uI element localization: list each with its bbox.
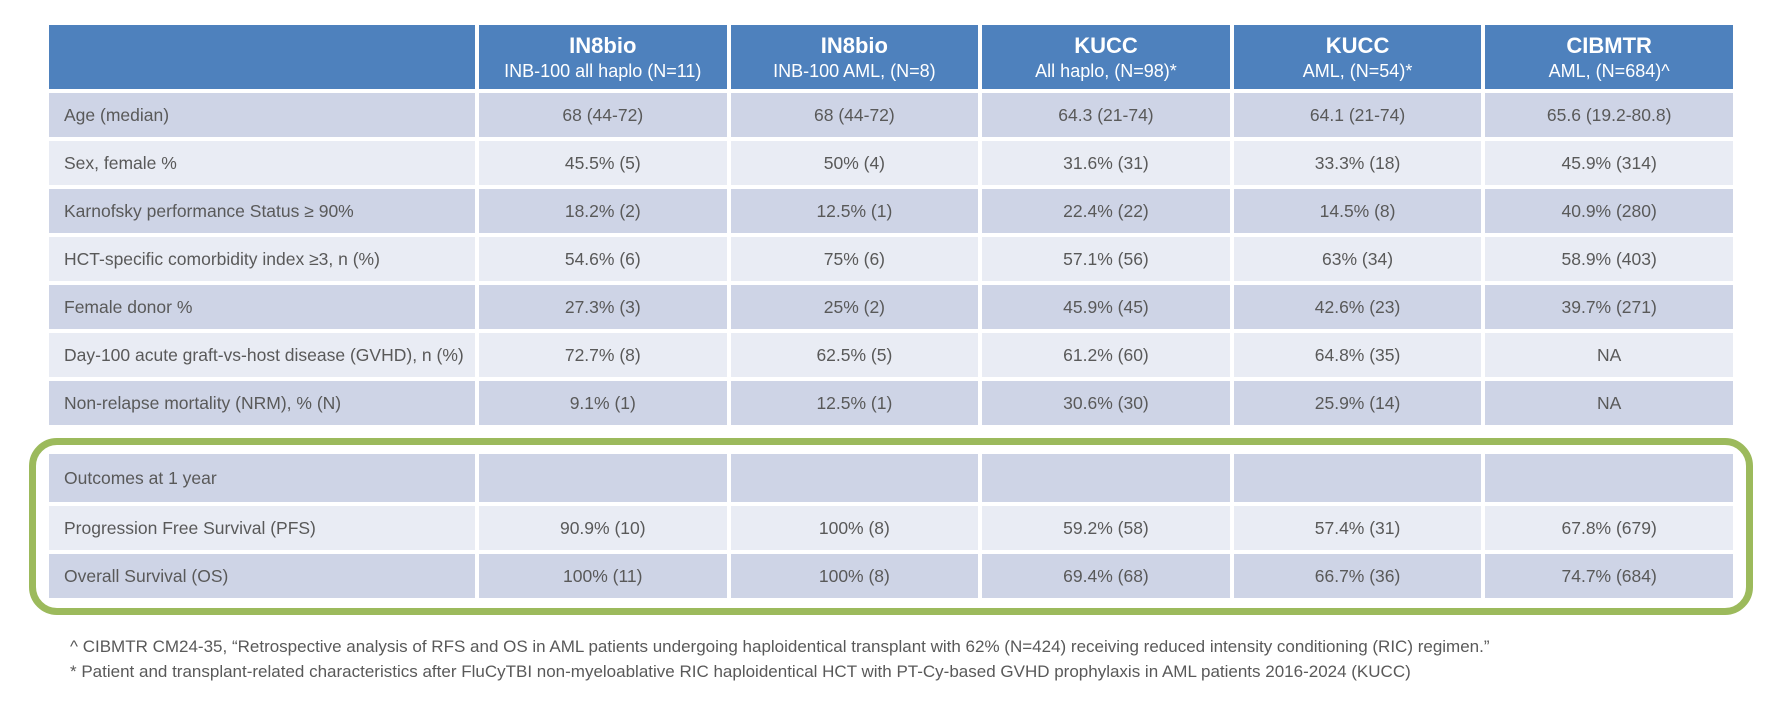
column-subtitle: All haplo, (N=98)* — [1035, 60, 1177, 81]
row-label: Age (median) — [49, 93, 475, 137]
table-row-sex-female: Sex, female % 45.5% (5) 50% (4) 31.6% (3… — [49, 141, 1733, 185]
column-title: KUCC — [1074, 33, 1138, 58]
cell-value: NA — [1485, 381, 1733, 425]
table-row-age: Age (median) 68 (44-72) 68 (44-72) 64.3 … — [49, 93, 1733, 137]
cell-value: 57.4% (31) — [1233, 506, 1482, 550]
row-label: Non-relapse mortality (NRM), % (N) — [49, 381, 475, 425]
row-label: Day-100 acute graft-vs-host disease (GVH… — [49, 333, 475, 377]
comparison-table-wrap: IN8bio INB-100 all haplo (N=11) IN8bio I… — [29, 21, 1753, 684]
cell-value: 72.7% (8) — [478, 333, 727, 377]
cell-value: 62.5% (5) — [730, 333, 979, 377]
cell-value: 90.9% (10) — [478, 506, 727, 550]
footnotes: ^ CIBMTR CM24-35, “Retrospective analysi… — [45, 635, 1737, 684]
table-row-karnofsky: Karnofsky performance Status ≥ 90% 18.2%… — [49, 189, 1733, 233]
row-label: Progression Free Survival (PFS) — [49, 506, 475, 550]
cell-value: 45.9% (314) — [1485, 141, 1733, 185]
cell-value: 14.5% (8) — [1233, 189, 1482, 233]
row-label: Karnofsky performance Status ≥ 90% — [49, 189, 475, 233]
column-subtitle: AML, (N=54)* — [1302, 60, 1413, 81]
row-label: HCT-specific comorbidity index ≥3, n (%) — [49, 237, 475, 281]
column-title: IN8bio — [569, 33, 637, 58]
cell-value: 100% (8) — [730, 554, 979, 598]
table-row-gvhd: Day-100 acute graft-vs-host disease (GVH… — [49, 333, 1733, 377]
cell-value: 100% (8) — [730, 506, 979, 550]
cell-value: 40.9% (280) — [1485, 189, 1733, 233]
column-title: IN8bio — [820, 33, 888, 58]
cell-empty — [730, 454, 979, 502]
cell-value: 25.9% (14) — [1233, 381, 1482, 425]
row-label: Female donor % — [49, 285, 475, 329]
cell-value: 25% (2) — [730, 285, 979, 329]
header-in8bio-aml: IN8bio INB-100 AML, (N=8) — [730, 25, 979, 89]
cell-value: 33.3% (18) — [1233, 141, 1482, 185]
column-subtitle: INB-100 all haplo (N=11) — [504, 60, 702, 81]
column-title: CIBMTR — [1566, 33, 1652, 58]
cell-value: 68 (44-72) — [730, 93, 979, 137]
table-row-outcomes-header: Outcomes at 1 year — [49, 454, 1733, 502]
comparison-table: IN8bio INB-100 all haplo (N=11) IN8bio I… — [45, 21, 1737, 429]
footnote-kucc: * Patient and transplant-related charact… — [70, 661, 1411, 681]
cell-value: 69.4% (68) — [982, 554, 1230, 598]
cell-value: 64.1 (21-74) — [1233, 93, 1482, 137]
cell-value: 30.6% (30) — [982, 381, 1230, 425]
cell-value: 64.3 (21-74) — [982, 93, 1230, 137]
section-header: Outcomes at 1 year — [49, 454, 475, 502]
cell-value: 57.1% (56) — [982, 237, 1230, 281]
cell-value: 58.9% (403) — [1485, 237, 1733, 281]
header-empty-cell — [49, 25, 475, 89]
cell-value: 54.6% (6) — [478, 237, 727, 281]
header-in8bio-all-haplo: IN8bio INB-100 all haplo (N=11) — [478, 25, 727, 89]
cell-value: 22.4% (22) — [982, 189, 1230, 233]
cell-value: 68 (44-72) — [478, 93, 727, 137]
row-label: Overall Survival (OS) — [49, 554, 475, 598]
cell-value: 75% (6) — [730, 237, 979, 281]
cell-value: 39.7% (271) — [1485, 285, 1733, 329]
cell-empty — [982, 454, 1230, 502]
cell-value: 27.3% (3) — [478, 285, 727, 329]
cell-empty — [1233, 454, 1482, 502]
footnote-cibmtr: ^ CIBMTR CM24-35, “Retrospective analysi… — [70, 637, 1490, 656]
cell-empty — [478, 454, 727, 502]
outcomes-table: Outcomes at 1 year Progression Free Surv… — [45, 450, 1737, 602]
cell-value: 100% (11) — [478, 554, 727, 598]
cell-value: 31.6% (31) — [982, 141, 1230, 185]
cell-value: 74.7% (684) — [1485, 554, 1733, 598]
column-title: KUCC — [1325, 33, 1390, 58]
column-subtitle: INB-100 AML, (N=8) — [773, 60, 936, 81]
cell-value: 18.2% (2) — [478, 189, 727, 233]
cell-value: 12.5% (1) — [730, 189, 979, 233]
cell-value: 12.5% (1) — [730, 381, 979, 425]
header-row: IN8bio INB-100 all haplo (N=11) IN8bio I… — [49, 25, 1733, 89]
header-kucc-aml: KUCC AML, (N=54)* — [1233, 25, 1482, 89]
outcomes-highlight-box: Outcomes at 1 year Progression Free Surv… — [29, 438, 1753, 615]
column-subtitle: AML, (N=684)^ — [1548, 60, 1670, 81]
table-row-os: Overall Survival (OS) 100% (11) 100% (8)… — [49, 554, 1733, 598]
cell-value: 45.9% (45) — [982, 285, 1230, 329]
cell-value: NA — [1485, 333, 1733, 377]
table-row-hct-comorbidity: HCT-specific comorbidity index ≥3, n (%)… — [49, 237, 1733, 281]
cell-value: 67.8% (679) — [1485, 506, 1733, 550]
cell-value: 66.7% (36) — [1233, 554, 1482, 598]
cell-value: 42.6% (23) — [1233, 285, 1482, 329]
cell-value: 63% (34) — [1233, 237, 1482, 281]
cell-value: 9.1% (1) — [478, 381, 727, 425]
table-row-nrm: Non-relapse mortality (NRM), % (N) 9.1% … — [49, 381, 1733, 425]
cell-value: 59.2% (58) — [982, 506, 1230, 550]
cell-value: 64.8% (35) — [1233, 333, 1482, 377]
header-cibmtr-aml: CIBMTR AML, (N=684)^ — [1485, 25, 1733, 89]
cell-value: 65.6 (19.2-80.8) — [1485, 93, 1733, 137]
header-kucc-all-haplo: KUCC All haplo, (N=98)* — [982, 25, 1230, 89]
cell-empty — [1485, 454, 1733, 502]
row-label: Sex, female % — [49, 141, 475, 185]
table-row-pfs: Progression Free Survival (PFS) 90.9% (1… — [49, 506, 1733, 550]
cell-value: 61.2% (60) — [982, 333, 1230, 377]
cell-value: 45.5% (5) — [478, 141, 727, 185]
cell-value: 50% (4) — [730, 141, 979, 185]
table-row-female-donor: Female donor % 27.3% (3) 25% (2) 45.9% (… — [49, 285, 1733, 329]
